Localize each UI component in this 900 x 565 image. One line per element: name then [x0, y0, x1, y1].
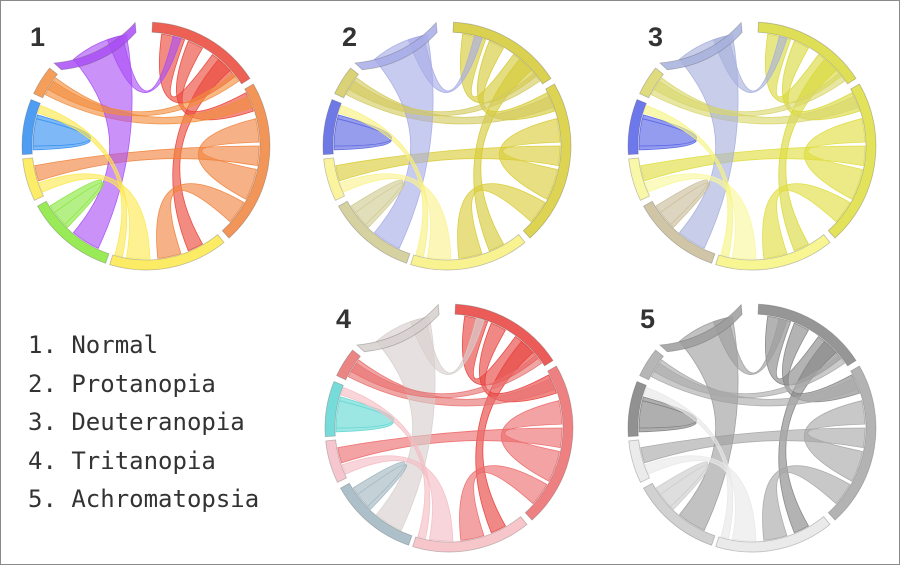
chord-ribbon	[638, 114, 697, 151]
chord-arc-segment	[52, 21, 137, 71]
chord-arc-segment	[412, 516, 528, 553]
chord-ribbon	[640, 145, 866, 182]
chord-ribbon	[341, 455, 454, 542]
chord-ribbon	[459, 465, 548, 541]
chord-arc-segment	[109, 234, 225, 271]
chord-arc-segment	[757, 21, 857, 85]
chord-arc-segment	[452, 21, 552, 85]
chord-ribbon	[339, 173, 452, 260]
color-vision-legend: 1. Normal 2. Protanopia 3. Deuteranopia …	[28, 326, 259, 519]
chord-diagram-achromatopsia	[627, 303, 877, 553]
chord-arc-segment	[221, 83, 271, 239]
chord-arc-segment	[410, 234, 526, 271]
chord-ribbon	[350, 179, 406, 228]
chord-diagram-deuteranopia	[627, 21, 877, 271]
chord-ribbon	[643, 104, 734, 257]
chord-ribbon	[762, 183, 851, 259]
chord-arc-segment	[827, 365, 877, 521]
chord-ribbon	[37, 104, 128, 257]
chord-ribbon	[650, 77, 859, 125]
panel-number-3: 3	[648, 22, 663, 52]
chord-arc-segment	[524, 365, 574, 521]
chord-arc-segment	[827, 83, 877, 239]
chord-ribbon	[338, 104, 429, 257]
chord-ribbon	[333, 114, 392, 151]
chord-arc-segment	[36, 200, 110, 264]
chord-ribbon	[345, 77, 554, 125]
chord-arc-segment	[323, 157, 346, 201]
panel-number-1: 1	[30, 22, 45, 52]
chord-ribbon	[350, 354, 543, 399]
chord-ribbon	[457, 183, 546, 259]
chord-diagram-protanopia	[322, 21, 572, 271]
chord-ribbon	[762, 465, 851, 541]
chord-ribbon	[352, 461, 408, 510]
chord-arc-segment	[658, 303, 743, 353]
chord-ribbon	[335, 396, 394, 433]
legend-item-tritanopia: 4. Tritanopia	[28, 446, 216, 475]
legend-item-protanopia: 2. Protanopia	[28, 369, 216, 398]
chord-ribbon	[644, 455, 757, 542]
chord-arc-segment	[151, 21, 251, 85]
chord-ribbon	[347, 359, 556, 407]
chord-arc-segment	[33, 67, 58, 99]
chord-arc-segment	[627, 98, 647, 156]
chord-arc-segment	[757, 303, 857, 367]
chord-arc-segment	[355, 303, 440, 353]
panel-number-2: 2	[342, 22, 357, 52]
chord-arc-segment	[627, 380, 647, 438]
chord-arc-segment	[642, 482, 716, 546]
chord-ribbon	[337, 427, 563, 464]
chord-ribbon	[32, 114, 91, 151]
legend-item-achromatopsia: 5. Achromatopsia	[28, 485, 260, 513]
chord-ribbon	[340, 386, 431, 539]
chord-ribbon	[638, 396, 697, 433]
chord-arc-segment	[337, 200, 411, 264]
panel-number-4: 4	[336, 304, 351, 334]
chord-ribbon	[655, 179, 711, 228]
chord-ribbon	[653, 354, 846, 399]
chord-ribbon	[38, 173, 151, 260]
chord-arc-segment	[336, 349, 361, 381]
chord-arc-segment	[324, 380, 344, 438]
legend-item-deuteranopia: 3. Deuteranopia	[28, 408, 245, 436]
chord-arc-segment	[325, 439, 348, 483]
chord-arc-segment	[639, 349, 664, 381]
chord-arc-segment	[21, 98, 41, 156]
chord-arc-segment	[639, 67, 664, 99]
chord-arc-segment	[22, 157, 45, 201]
chord-diagram-tritanopia	[324, 303, 574, 553]
chord-arc-segment	[642, 200, 716, 264]
chord-arc-segment	[628, 439, 651, 483]
chord-ribbon	[49, 179, 105, 228]
chord-ribbon	[348, 72, 541, 117]
chord-arc-segment	[522, 83, 572, 239]
chord-arc-segment	[454, 303, 554, 367]
chord-ribbon	[655, 461, 711, 510]
chord-arc-segment	[339, 482, 413, 546]
chord-ribbon	[644, 173, 757, 260]
chord-ribbon	[653, 72, 846, 117]
chord-ribbon	[44, 77, 253, 125]
chord-ribbon	[640, 427, 866, 464]
panel-number-5: 5	[640, 304, 655, 334]
chord-arc-segment	[322, 98, 342, 156]
chord-arc-segment	[715, 516, 831, 553]
chord-arc-segment	[715, 234, 831, 271]
chord-diagram-normal	[21, 21, 271, 271]
chord-arc-segment	[628, 157, 651, 201]
chord-ribbon	[335, 145, 561, 182]
chord-ribbon	[34, 145, 260, 182]
chord-ribbon	[650, 359, 859, 407]
chord-ribbon	[643, 386, 734, 539]
chord-ribbon	[156, 183, 245, 259]
legend-item-normal: 1. Normal	[28, 331, 159, 359]
chord-arc-segment	[353, 21, 438, 71]
chord-arc-segment	[658, 21, 743, 71]
chord-arc-segment	[334, 67, 359, 99]
chord-ribbon	[47, 72, 240, 117]
